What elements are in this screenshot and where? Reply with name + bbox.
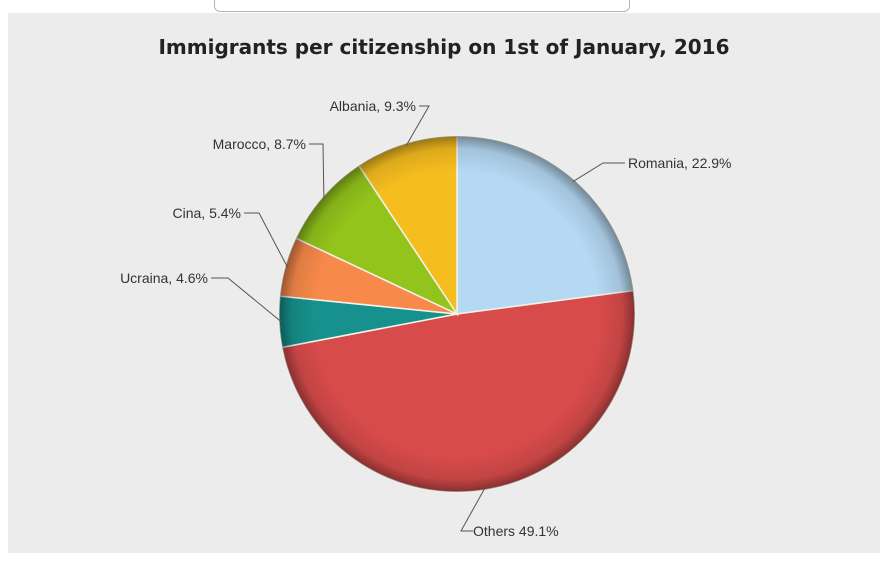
pie-labels: Romania, 22.9% Others 49.1% Ucraina, 4.6% C… bbox=[120, 98, 731, 539]
leader-line-romania bbox=[572, 162, 625, 183]
pie-chart: Romania, 22.9% Others 49.1% Ucraina, 4.6% C… bbox=[120, 98, 731, 539]
slice-label-others: Others 49.1% bbox=[473, 523, 559, 539]
leader-line-others bbox=[460, 487, 486, 532]
slice-label-marocco: Marocco, 8.7% bbox=[213, 136, 306, 152]
pie-rim-shading bbox=[279, 136, 635, 492]
leader-line-albania bbox=[405, 105, 430, 146]
slice-label-albania: Albania, 9.3% bbox=[330, 98, 416, 114]
leader-line-ucraina bbox=[211, 277, 282, 323]
slice-label-romania: Romania, 22.9% bbox=[628, 155, 732, 171]
top-input-field[interactable] bbox=[214, 0, 630, 12]
slice-label-cina: Cina, 5.4% bbox=[173, 205, 241, 221]
chart-panel: Immigrants per citizenship on 1st of Jan… bbox=[8, 13, 880, 553]
chart-title: Immigrants per citizenship on 1st of Jan… bbox=[158, 35, 730, 59]
leader-line-cina bbox=[244, 212, 288, 268]
leader-line-marocco bbox=[309, 143, 325, 199]
slice-label-ucraina: Ucraina, 4.6% bbox=[120, 270, 208, 286]
